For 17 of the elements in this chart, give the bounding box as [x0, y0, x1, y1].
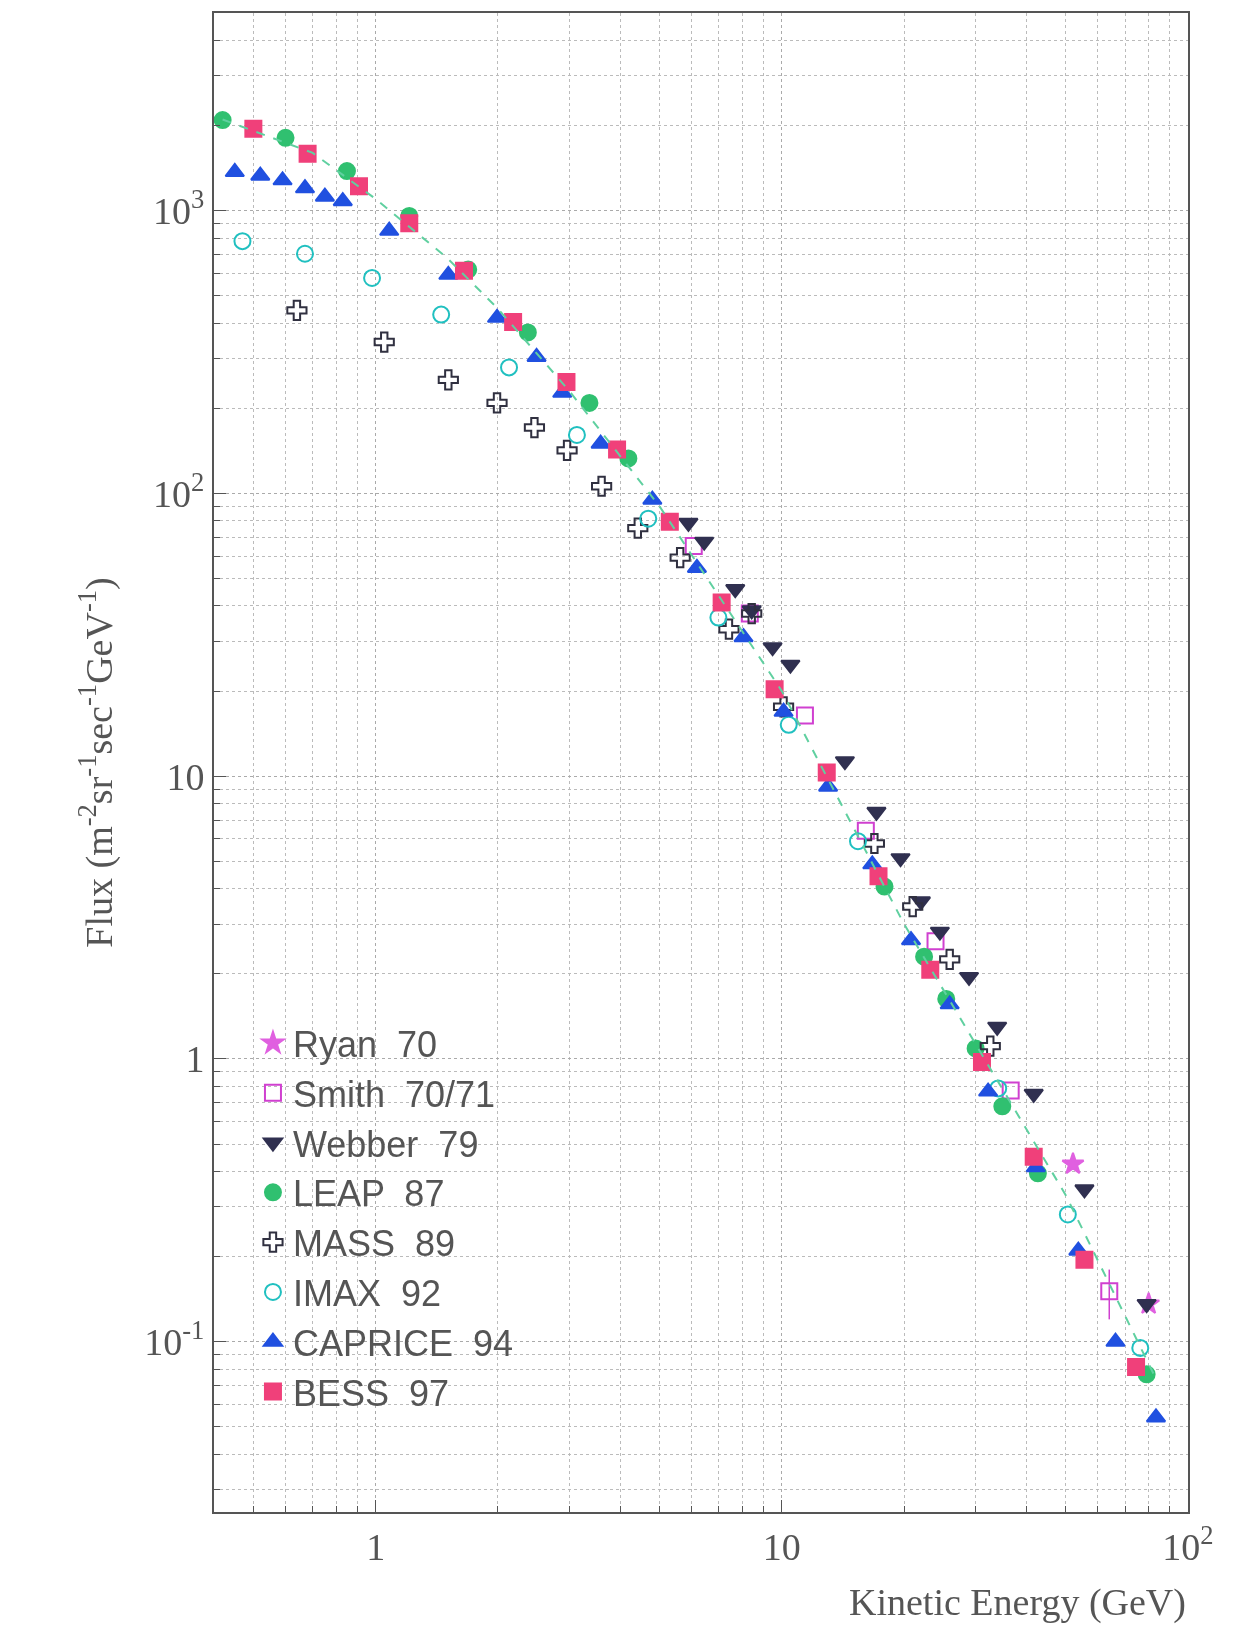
- legend-label: CAPRICE 94: [292, 1322, 514, 1364]
- legend-label: IMAX 92: [292, 1273, 442, 1314]
- x-tick-label: 1: [366, 1525, 386, 1568]
- y-tick-label: 10$^{-1}$: [144, 1315, 205, 1364]
- x-axis-title: Kinetic Energy (GeV): [849, 1581, 1186, 1624]
- legend-label: Ryan 70: [292, 1024, 438, 1065]
- y-tick-label: 1: [185, 1038, 205, 1081]
- x-tick-label: 10$^{2}$: [1162, 1519, 1214, 1568]
- x-tick-label: 10: [762, 1525, 801, 1568]
- y-tick-label: 10$^{2}$: [153, 466, 205, 515]
- y-tick-label: 10: [166, 755, 205, 798]
- y-tick-label: 10$^{3}$: [153, 183, 205, 232]
- legend-label: Smith 70/71: [292, 1073, 496, 1115]
- legend-label: BESS 97: [292, 1372, 450, 1414]
- legend-label: MASS 89: [292, 1223, 456, 1265]
- legend-label: Webber 79: [292, 1123, 479, 1165]
- legend-label: LEAP 87: [292, 1173, 445, 1215]
